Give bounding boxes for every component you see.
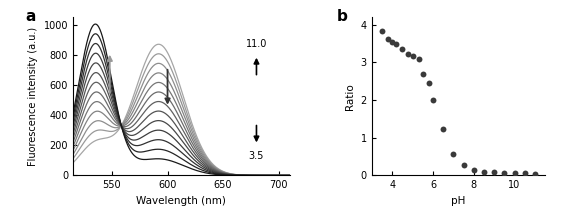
Point — [378, 30, 387, 33]
Point — [439, 128, 448, 131]
Y-axis label: Ratio: Ratio — [345, 83, 355, 110]
X-axis label: Wavelength (nm): Wavelength (nm) — [137, 196, 226, 206]
Point — [510, 171, 519, 175]
Point — [418, 73, 427, 76]
Point — [383, 37, 392, 41]
Point — [459, 163, 468, 167]
Point — [392, 43, 401, 46]
Y-axis label: Fluorescence intensity (a.u.): Fluorescence intensity (a.u.) — [28, 27, 38, 166]
Point — [531, 172, 540, 175]
Text: 3.5: 3.5 — [249, 151, 264, 161]
Point — [428, 98, 437, 102]
Point — [520, 172, 529, 175]
Point — [424, 81, 433, 85]
Point — [408, 54, 417, 58]
Text: 11.0: 11.0 — [246, 39, 267, 49]
Point — [490, 171, 498, 174]
Point — [469, 168, 478, 172]
Text: a: a — [25, 9, 36, 24]
Point — [479, 170, 488, 173]
Point — [414, 57, 423, 60]
Point — [388, 40, 397, 43]
Text: b: b — [337, 9, 348, 24]
Point — [449, 152, 458, 155]
X-axis label: pH: pH — [451, 196, 466, 206]
Point — [404, 52, 413, 56]
Point — [398, 48, 407, 51]
Point — [500, 171, 509, 175]
